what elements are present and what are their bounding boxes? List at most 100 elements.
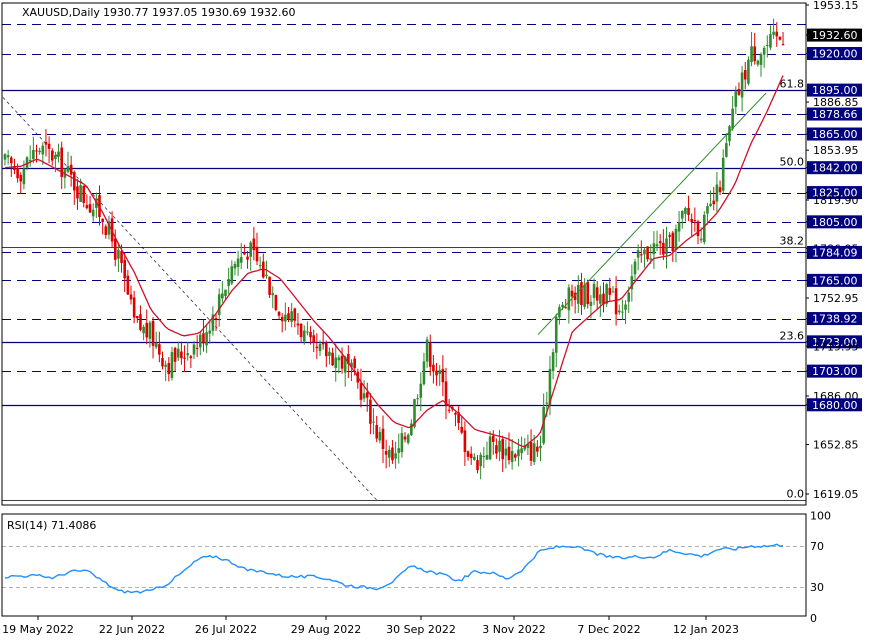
y-tick-label: 1886.85 bbox=[813, 96, 859, 109]
candle-body bbox=[592, 283, 596, 298]
candle-body bbox=[460, 426, 464, 433]
candle-body bbox=[627, 292, 630, 302]
x-tick-label: 19 May 2022 bbox=[2, 623, 74, 636]
candle-body bbox=[630, 276, 634, 290]
candle-body bbox=[545, 402, 549, 404]
candle-body bbox=[759, 54, 763, 65]
candle bbox=[397, 433, 401, 464]
chart-ohlc-values: 1930.77 1937.05 1930.69 1932.60 bbox=[103, 6, 295, 19]
candle-body bbox=[762, 47, 766, 55]
candle bbox=[501, 435, 504, 473]
candle bbox=[703, 211, 706, 245]
price-tag-1932.60: 1932.60 bbox=[812, 29, 858, 42]
candle-body bbox=[101, 218, 104, 223]
candle bbox=[170, 346, 174, 381]
candle-body bbox=[687, 207, 690, 215]
candle bbox=[643, 247, 646, 268]
candle bbox=[621, 299, 624, 320]
candle bbox=[646, 246, 649, 262]
price-tag-1825.00: 1825.00 bbox=[812, 187, 858, 200]
candle-body bbox=[176, 348, 180, 358]
candle bbox=[164, 360, 167, 382]
candle-body bbox=[10, 157, 13, 164]
candle bbox=[721, 149, 725, 194]
trend-line bbox=[537, 92, 767, 335]
candle bbox=[520, 436, 523, 460]
candle-body bbox=[180, 351, 183, 359]
candle-body bbox=[32, 150, 35, 160]
candle-body bbox=[397, 448, 401, 453]
price-tag-1878.66: 1878.66 bbox=[812, 108, 858, 121]
candle bbox=[325, 340, 328, 368]
candle-body bbox=[378, 431, 382, 441]
candle bbox=[658, 234, 662, 255]
candle bbox=[599, 285, 602, 317]
price-tag-box bbox=[807, 335, 862, 349]
candle-body bbox=[252, 238, 256, 251]
candle-body bbox=[542, 406, 545, 444]
candle-body bbox=[236, 258, 240, 267]
candle-body bbox=[580, 282, 583, 306]
candle-body bbox=[621, 311, 624, 313]
candle-body bbox=[567, 287, 571, 311]
candle-body bbox=[107, 221, 111, 235]
candle-body bbox=[517, 449, 520, 457]
candle-body bbox=[469, 453, 473, 459]
candle bbox=[737, 82, 741, 96]
candle-body bbox=[595, 287, 599, 301]
candle-body bbox=[221, 293, 224, 299]
candle bbox=[148, 320, 152, 348]
candle bbox=[608, 277, 612, 302]
candle-body bbox=[529, 442, 533, 461]
candle bbox=[262, 253, 265, 279]
candle bbox=[718, 180, 722, 196]
candle-body bbox=[302, 330, 306, 342]
candle-body bbox=[38, 150, 41, 153]
price-tag-1842.00: 1842.00 bbox=[812, 162, 858, 175]
candle bbox=[388, 445, 391, 468]
candle bbox=[532, 434, 536, 465]
candle bbox=[715, 171, 719, 212]
candle-body bbox=[337, 357, 341, 361]
candle bbox=[778, 36, 782, 41]
candle-body bbox=[684, 207, 687, 214]
candle-body bbox=[381, 428, 385, 450]
candle-body bbox=[280, 316, 284, 322]
candle-body bbox=[753, 46, 756, 62]
candle bbox=[457, 406, 460, 431]
candle-body bbox=[504, 448, 508, 456]
candle-body bbox=[60, 147, 63, 177]
x-tick-label: 22 Jun 2022 bbox=[99, 623, 165, 636]
candle-body bbox=[646, 246, 649, 260]
candle bbox=[633, 258, 637, 282]
candle-body bbox=[384, 451, 388, 455]
candle bbox=[359, 368, 363, 408]
candle-body bbox=[265, 274, 268, 276]
candle bbox=[350, 359, 353, 382]
candle bbox=[362, 380, 366, 403]
candle-body bbox=[372, 421, 375, 423]
candle bbox=[523, 438, 527, 452]
candle bbox=[479, 452, 482, 480]
candle-body bbox=[406, 434, 410, 443]
candle-body bbox=[602, 293, 605, 305]
candle bbox=[504, 439, 508, 469]
candle-body bbox=[268, 276, 271, 295]
candle bbox=[649, 244, 653, 264]
candle-body bbox=[570, 290, 574, 297]
candle-body bbox=[161, 358, 164, 367]
candle bbox=[416, 394, 419, 406]
candle-body bbox=[246, 256, 249, 260]
candle-body bbox=[88, 204, 92, 213]
candle-body bbox=[677, 222, 681, 232]
candle-body bbox=[274, 295, 278, 310]
candle-body bbox=[243, 253, 246, 255]
candle-body bbox=[47, 143, 51, 149]
x-tick-label: 7 Dec 2022 bbox=[577, 623, 640, 636]
candle bbox=[460, 416, 464, 435]
candle-body bbox=[507, 446, 511, 461]
candle-body bbox=[554, 316, 558, 353]
candle bbox=[50, 148, 54, 166]
price-tag-box bbox=[807, 83, 862, 97]
candle-body bbox=[432, 364, 435, 372]
